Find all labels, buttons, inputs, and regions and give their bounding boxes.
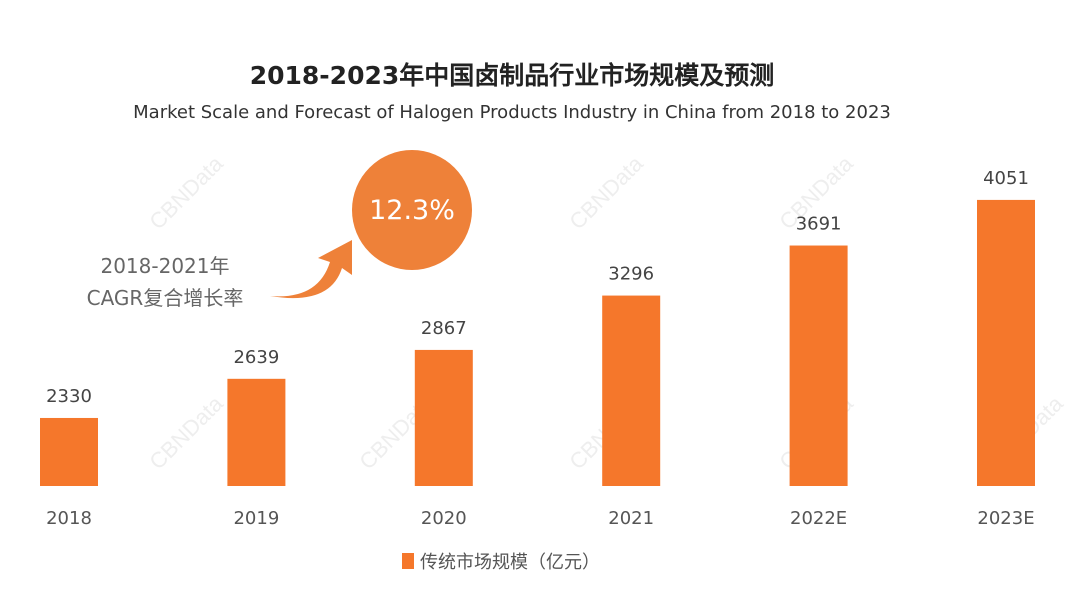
bar (789, 245, 848, 486)
data-label: 4051 (983, 168, 1029, 189)
bar (227, 378, 286, 486)
cagr-label: 2018-2021年 CAGR复合增长率 (60, 250, 270, 314)
data-label: 2330 (46, 386, 92, 407)
chart-title: 2018-2023年中国卤制品行业市场规模及预测 (249, 61, 775, 90)
chart-subtitle: Market Scale and Forecast of Halogen Pro… (133, 102, 891, 123)
bar (414, 349, 473, 486)
cagr-value-circle: 12.3% (352, 150, 472, 270)
data-label: 3296 (608, 264, 654, 285)
data-label: 3691 (796, 214, 842, 235)
bar (977, 199, 1035, 486)
bar (40, 417, 98, 486)
cagr-label-line1: 2018-2021年 (100, 254, 230, 278)
x-tick-label: 2018 (46, 508, 92, 529)
cagr-label-line2: CAGR复合增长率 (86, 286, 244, 310)
legend: 传统市场规模（亿元） (402, 548, 600, 574)
x-tick-label: 2019 (233, 508, 279, 529)
x-tick-label: 2021 (608, 508, 654, 529)
legend-label: 传统市场规模（亿元） (420, 552, 600, 573)
data-label: 2639 (233, 347, 279, 368)
x-tick-label: 2022E (790, 508, 847, 529)
cagr-value: 12.3% (369, 194, 455, 226)
data-label: 2867 (421, 318, 467, 339)
x-tick-label: 2020 (421, 508, 467, 529)
legend-swatch (402, 553, 414, 569)
x-tick-label: 2023E (977, 508, 1034, 529)
bar (602, 295, 661, 486)
arrow-icon (270, 240, 352, 299)
